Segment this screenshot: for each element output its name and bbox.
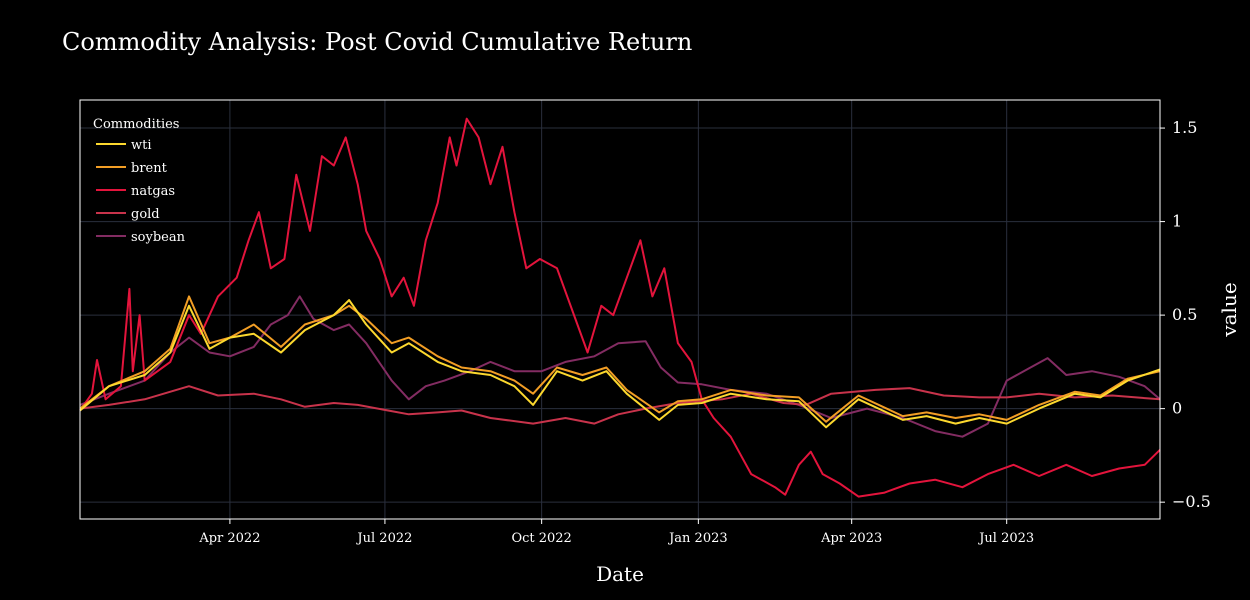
legend-item-gold[interactable]: gold (96, 207, 160, 222)
y-tick-label: 1 (1172, 212, 1182, 231)
series-layer (79, 117, 1161, 498)
series-line-gold[interactable] (79, 385, 1161, 425)
y-tick-label: −0.5 (1172, 492, 1211, 511)
grid-layer (80, 100, 1160, 519)
x-axis-title: Date (596, 562, 644, 586)
x-tick-label: Jul 2023 (977, 531, 1034, 546)
y-tick-label: 0 (1172, 399, 1182, 418)
x-tick-label: Apr 2022 (198, 531, 260, 546)
plot-frame (79, 99, 1161, 520)
legend[interactable]: Commodities wti brent natgas gold soybean (93, 117, 186, 245)
legend-title: Commodities (93, 117, 179, 132)
legend-item-natgas[interactable]: natgas (96, 184, 175, 199)
series-line-wti[interactable] (79, 299, 1161, 429)
x-tick-label: Jan 2023 (667, 531, 728, 546)
legend-label: brent (131, 161, 168, 176)
axis-layer: Apr 2022 Jul 2022 Oct 2022 Jan 2023 Apr 2023… (198, 118, 1211, 546)
x-tick-label: Apr 2023 (820, 531, 882, 546)
series-line-natgas[interactable] (79, 117, 1161, 498)
legend-item-brent[interactable]: brent (96, 161, 168, 176)
x-tick-label: Jul 2022 (355, 531, 412, 546)
legend-item-soybean[interactable]: soybean (96, 230, 186, 245)
chart-title: Commodity Analysis: Post Covid Cumulativ… (62, 28, 693, 56)
series-line-soybean[interactable] (79, 295, 1161, 438)
legend-item-wti[interactable]: wti (96, 138, 152, 153)
y-tick-label: 1.5 (1172, 118, 1197, 137)
legend-label: soybean (131, 230, 186, 245)
y-tick-label: 0.5 (1172, 305, 1197, 324)
legend-label: wti (131, 138, 152, 153)
x-tick-label: Oct 2022 (511, 531, 571, 546)
y-axis-title: value (1217, 282, 1241, 337)
legend-label: gold (131, 207, 160, 222)
legend-label: natgas (131, 184, 175, 199)
series-line-brent[interactable] (79, 295, 1161, 423)
